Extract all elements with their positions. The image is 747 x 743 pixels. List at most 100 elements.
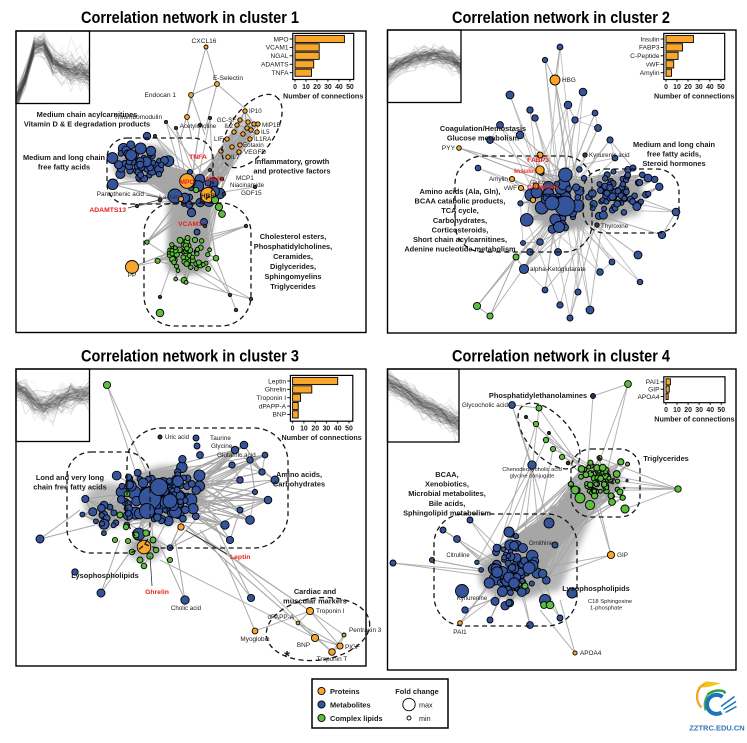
svg-text:VEGFD: VEGFD [244,149,266,156]
svg-text:MPO: MPO [273,36,288,43]
svg-text:free fatty acids,: free fatty acids, [647,150,701,159]
svg-text:VCAM1: VCAM1 [266,45,289,52]
svg-text:PYY: PYY [442,145,456,152]
svg-text:30: 30 [695,407,703,414]
svg-text:Endocan 1: Endocan 1 [144,92,176,99]
svg-text:GIP: GIP [648,387,660,394]
svg-text:IL7: IL7 [231,155,240,161]
svg-text:30: 30 [323,426,331,433]
svg-text:Ceramides,: Ceramides, [273,252,313,261]
svg-text:Acetylcholine: Acetylcholine [180,123,217,130]
svg-text:Correlation network in cluster: Correlation network in cluster 2 [452,9,670,27]
svg-text:dPAPP-A: dPAPP-A [267,614,294,621]
svg-text:20: 20 [313,84,321,91]
svg-text:0: 0 [664,84,668,91]
svg-text:Thrombomodulin: Thrombomodulin [114,114,162,121]
svg-text:Coagulation/Hemostasis: Coagulation/Hemostasis [440,124,526,133]
svg-text:20: 20 [311,426,319,433]
svg-text:30: 30 [695,84,703,91]
svg-text:Thyroxine: Thyroxine [601,223,629,230]
svg-text:BNP: BNP [297,642,310,649]
svg-text:Uric acid: Uric acid [165,434,190,441]
svg-text:TCA cycle,: TCA cycle, [441,206,479,215]
svg-text:0: 0 [291,426,295,433]
svg-text:1-phosphate: 1-phosphate [590,606,622,612]
svg-text:Metabolites: Metabolites [330,701,371,710]
svg-text:10: 10 [673,84,681,91]
svg-text:Adenine nucleotide metabolism: Adenine nucleotide metabolism [404,245,516,254]
svg-text:BCAA,: BCAA, [435,470,458,479]
svg-text:Number of connections: Number of connections [283,92,363,101]
svg-text:Lactate: Lactate [159,194,181,201]
svg-text:C-Peptide: C-Peptide [630,53,660,60]
svg-text:and protective factors: and protective factors [253,167,330,176]
svg-text:0: 0 [664,407,668,414]
svg-text:HBG: HBG [562,77,576,84]
svg-text:20: 20 [684,84,692,91]
svg-text:Glycine: Glycine [211,443,233,450]
svg-text:alpha-Ketoglutarate: alpha-Ketoglutarate [530,266,586,273]
svg-text:BCAA catabolic products,: BCAA catabolic products, [415,197,506,206]
svg-text:Carbohydrates,: Carbohydrates, [433,216,487,225]
svg-text:free fatty acids: free fatty acids [38,163,90,172]
svg-text:FABP3: FABP3 [527,157,549,164]
svg-text:10: 10 [673,407,681,414]
svg-text:Corticosteroids,: Corticosteroids, [432,225,489,234]
svg-text:vWF: vWF [646,62,660,69]
svg-text:Diglycerides,: Diglycerides, [270,262,316,271]
svg-text:TNFA: TNFA [272,70,289,77]
svg-text:Triglycerides: Triglycerides [270,282,316,291]
svg-text:Pantothenic acid: Pantothenic acid [97,191,145,198]
svg-text:Phosphatidylethanolamines: Phosphatidylethanolamines [489,391,587,400]
svg-text:C18 Sphingosine: C18 Sphingosine [588,599,632,605]
svg-text:IP10: IP10 [249,108,262,115]
svg-text:Insulin: Insulin [514,168,536,175]
svg-text:10: 10 [302,84,310,91]
svg-text:50: 50 [345,426,353,433]
svg-text:Eotaxin: Eotaxin [243,142,264,149]
svg-text:10: 10 [300,426,308,433]
svg-text:Ornithine: Ornithine [529,541,554,547]
svg-text:Bile acids,: Bile acids, [429,499,466,508]
svg-text:muscular markers: muscular markers [283,597,347,606]
svg-text:Troponin T: Troponin T [317,656,348,663]
svg-text:Niacinamide: Niacinamide [230,182,265,189]
svg-text:Chenodeoxycholic acid: Chenodeoxycholic acid [502,467,562,473]
svg-text:BNP: BNP [273,412,287,419]
svg-text:Citrulline: Citrulline [446,553,470,559]
svg-text:40: 40 [334,426,342,433]
svg-text:FABP3: FABP3 [639,45,660,52]
svg-text:Lond and very long: Lond and very long [36,473,105,482]
svg-text:Lysophospholipids: Lysophospholipids [562,584,629,593]
svg-text:Sphingolipid metabolism: Sphingolipid metabolism [403,508,491,517]
svg-text:PAI1: PAI1 [453,629,467,636]
svg-text:Amylin: Amylin [489,176,509,183]
svg-text:ADAMTS13: ADAMTS13 [89,207,126,214]
svg-text:ADAMTS: ADAMTS [261,62,289,69]
svg-text:ZZTRC.EDU.CN: ZZTRC.EDU.CN [689,724,744,733]
svg-text:*: * [284,648,290,665]
svg-text:Number of connections: Number of connections [654,415,734,424]
svg-text:PP: PP [128,272,137,279]
svg-text:Number of connections: Number of connections [654,92,734,101]
svg-text:Kynurenic acid: Kynurenic acid [589,152,630,159]
svg-text:Amino acids (Ala, Gln),: Amino acids (Ala, Gln), [420,187,501,196]
svg-text:MCP1: MCP1 [236,175,254,182]
svg-text:Leptin: Leptin [230,554,250,561]
svg-text:40: 40 [706,407,714,414]
svg-text:Myoglobin: Myoglobin [240,636,270,643]
svg-text:Inflammatory, growth: Inflammatory, growth [255,157,330,166]
svg-text:E-Selectin: E-Selectin [213,75,243,82]
svg-text:Complex lipids: Complex lipids [330,714,383,723]
svg-text:MPO: MPO [179,179,194,186]
svg-text:Glycocholic acid: Glycocholic acid [462,402,509,409]
svg-text:Cardiac and: Cardiac and [294,587,337,596]
svg-text:40: 40 [706,84,714,91]
svg-text:Kynurenine: Kynurenine [457,596,488,602]
svg-text:Glucose metabolism: Glucose metabolism [447,134,520,143]
svg-text:50: 50 [717,407,725,414]
svg-text:GDF15: GDF15 [241,190,262,197]
svg-text:40: 40 [335,84,343,91]
svg-text:Phosphatidylcholines,: Phosphatidylcholines, [254,242,332,251]
svg-text:Medium and long chain: Medium and long chain [633,140,716,149]
